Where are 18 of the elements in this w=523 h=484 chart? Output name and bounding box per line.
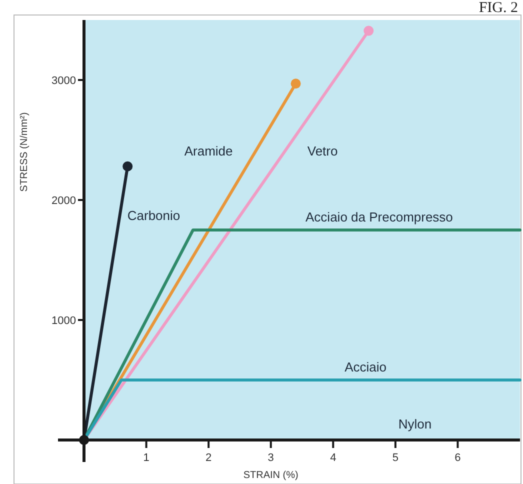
- series-label: Aramide: [184, 143, 233, 158]
- chart-title: FIG. 2: [478, 0, 518, 16]
- x-tick-label: 2: [206, 452, 212, 464]
- y-tick-label: 2000: [52, 195, 76, 207]
- series-label: Acciaio: [344, 359, 386, 374]
- y-tick-label: 1000: [52, 315, 76, 327]
- x-tick-label: 3: [268, 452, 274, 464]
- x-tick-label: 5: [392, 452, 398, 464]
- x-tick-label: 4: [330, 452, 336, 464]
- annotation: Nylon: [398, 416, 432, 432]
- y-tick-label: 3000: [52, 75, 76, 87]
- x-tick-label: 6: [454, 452, 461, 464]
- series-label: Acciaio da Precompresso: [306, 209, 453, 224]
- x-tick-label: 1: [143, 452, 150, 464]
- y-axis-title: STRESS (N/mm²): [19, 112, 30, 192]
- x-axis-title: STRAIN (%): [243, 470, 298, 481]
- series-label: Vetro: [307, 143, 338, 158]
- series-label: Carbonio: [127, 208, 180, 224]
